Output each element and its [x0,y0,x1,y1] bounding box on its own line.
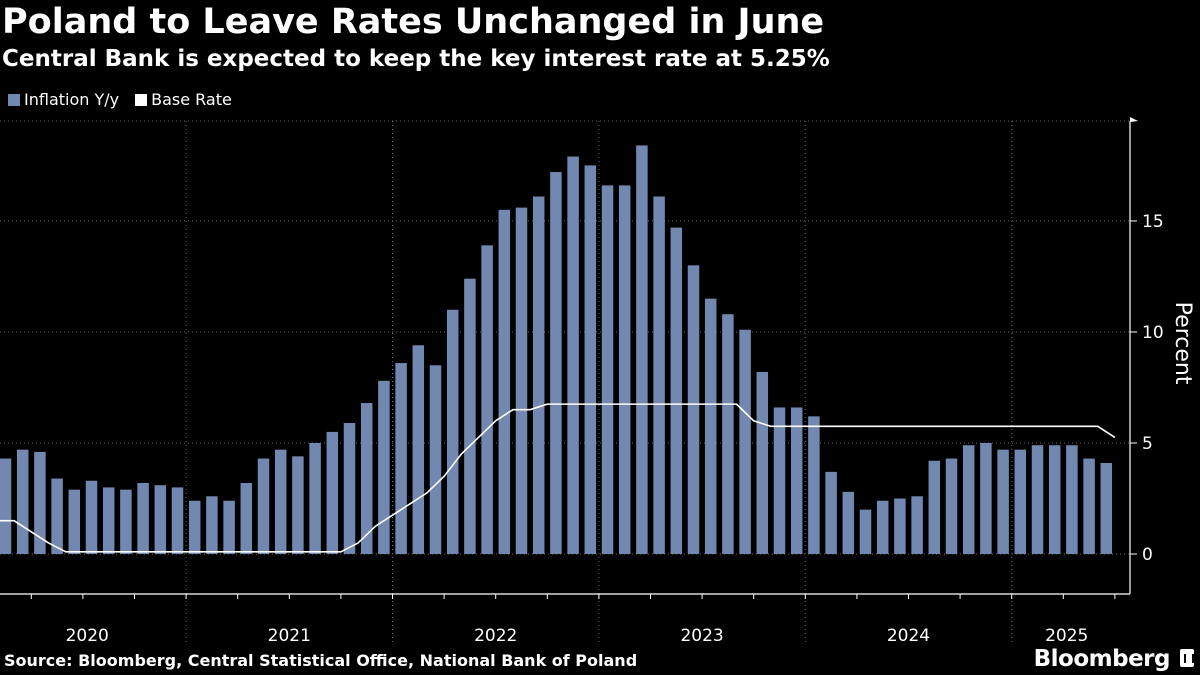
x-tick-label: 2022 [474,626,517,646]
inflation-bar [223,500,235,555]
inflation-bar [980,442,992,555]
inflation-bar [429,365,442,555]
inflation-bar [773,407,786,555]
inflation-bar [206,496,218,555]
inflation-bar [962,445,975,555]
x-tick-label: 2021 [268,626,311,646]
inflation-bar [446,309,459,555]
chart-title: Poland to Leave Rates Unchanged in June [2,2,825,42]
inflation-bar [0,458,12,555]
x-tick-label: 2024 [887,626,930,646]
inflation-bar [842,491,855,555]
inflation-bar [636,145,648,555]
x-tick-label: 2025 [1045,626,1088,646]
inflation-bar [240,482,253,555]
inflation-bar [687,265,700,555]
inflation-bar [343,423,356,555]
inflation-bar [274,449,287,555]
inflation-bar [1083,458,1095,555]
y-tick-label: 10 [1142,323,1164,343]
bloomberg-logo: Bloomberg [1033,646,1171,672]
inflation-bar [532,196,545,555]
inflation-bar [464,278,476,555]
inflation-bar [911,496,923,555]
inflation-bar [481,245,493,555]
x-tick-label: 2020 [66,626,109,646]
inflation-bar [722,314,734,555]
inflation-bar [1031,445,1044,555]
inflation-bar [154,485,167,555]
legend: Inflation Y/y Base Rate [8,90,232,109]
inflation-bar [171,487,184,555]
inflation-bar [68,489,81,555]
legend-swatch-base-rate [135,93,148,106]
inflation-bar [85,480,98,555]
inflation-bar [894,498,906,555]
y-tick-label: 15 [1142,212,1164,232]
inflation-bar [653,196,665,555]
inflation-bar [102,487,115,555]
inflation-bar [567,156,579,555]
inflation-bar [1100,462,1113,555]
base-rate-line [0,403,1116,553]
inflation-bar [808,416,820,555]
inflation-bar [51,478,63,555]
inflation-bar [498,209,511,555]
inflation-bar [859,509,872,555]
inflation-bar [360,403,373,555]
inflation-bar [326,431,339,555]
inflation-bar [34,451,46,555]
inflation-bar [257,458,270,555]
legend-label-base-rate: Base Rate [151,90,232,109]
legend-item-inflation: Inflation Y/y [8,90,119,109]
x-tick-label: 2023 [680,626,723,646]
inflation-bar [945,458,958,555]
inflation-bar [670,227,683,555]
legend-label-inflation: Inflation Y/y [24,90,120,109]
source-note: Source: Bloomberg, Central Statistical O… [4,651,638,670]
inflation-bar [515,207,528,555]
inflation-bar [137,482,149,555]
inflation-bar [16,449,29,555]
inflation-bar [928,460,941,555]
bloomberg-mark-icon [1180,649,1194,667]
inflation-bar [550,172,562,555]
inflation-bar [378,380,390,555]
y-axis-title: Percent [1170,302,1195,385]
legend-item-base-rate: Base Rate [135,90,232,109]
inflation-bar [790,407,803,555]
inflation-bar [120,489,132,555]
inflation-bar [825,471,837,555]
inflation-bar [309,442,321,555]
inflation-bar [395,363,407,555]
inflation-bar [618,185,631,555]
chart-subtitle: Central Bank is expected to keep the key… [2,46,830,72]
inflation-bar [704,298,717,555]
inflation-bar [412,345,425,555]
inflation-bar [756,371,769,555]
inflation-bar [739,329,751,555]
inflation-bar [1048,445,1061,555]
y-tick-label: 0 [1142,545,1153,565]
inflation-bar [1066,445,1078,555]
inflation-bar [601,185,614,555]
inflation-bar [584,165,597,555]
legend-swatch-inflation [8,93,20,106]
inflation-bar [292,456,304,555]
inflation-bar [876,500,889,555]
inflation-bar [997,449,1009,555]
y-axis-top-tick [1130,117,1138,122]
y-tick-label: 5 [1142,434,1153,454]
inflation-bar [1014,449,1027,555]
inflation-bar [188,500,201,555]
